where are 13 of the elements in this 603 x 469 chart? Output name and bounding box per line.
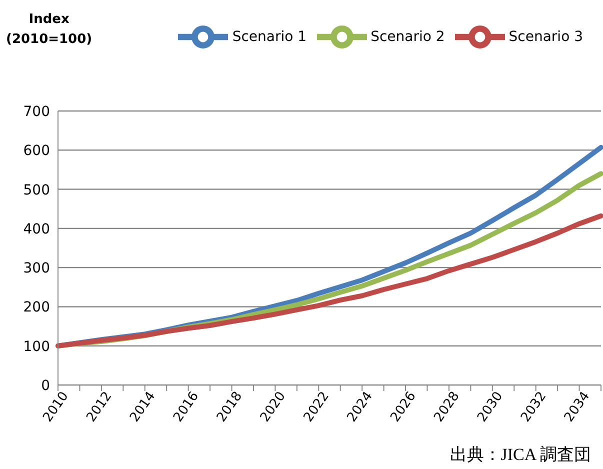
y-axis-title: Index (2010=100): [6, 11, 92, 49]
y-tick-label: 600: [23, 143, 50, 160]
legend-label: Scenario 1: [232, 28, 307, 45]
source-note: 出典：JICA 調査団: [450, 444, 591, 466]
y-tick-label: 700: [23, 104, 50, 120]
y-tick-label: 400: [23, 221, 50, 238]
y-tick-label: 300: [23, 260, 50, 277]
legend-label: Scenario 2: [370, 28, 445, 45]
y-tick-label: 0: [41, 378, 50, 394]
legend-label: Scenario 3: [508, 28, 583, 45]
y-tick-label: 500: [23, 182, 50, 198]
y-tick-label: 100: [23, 338, 50, 355]
y-tick-label: 200: [23, 300, 50, 316]
